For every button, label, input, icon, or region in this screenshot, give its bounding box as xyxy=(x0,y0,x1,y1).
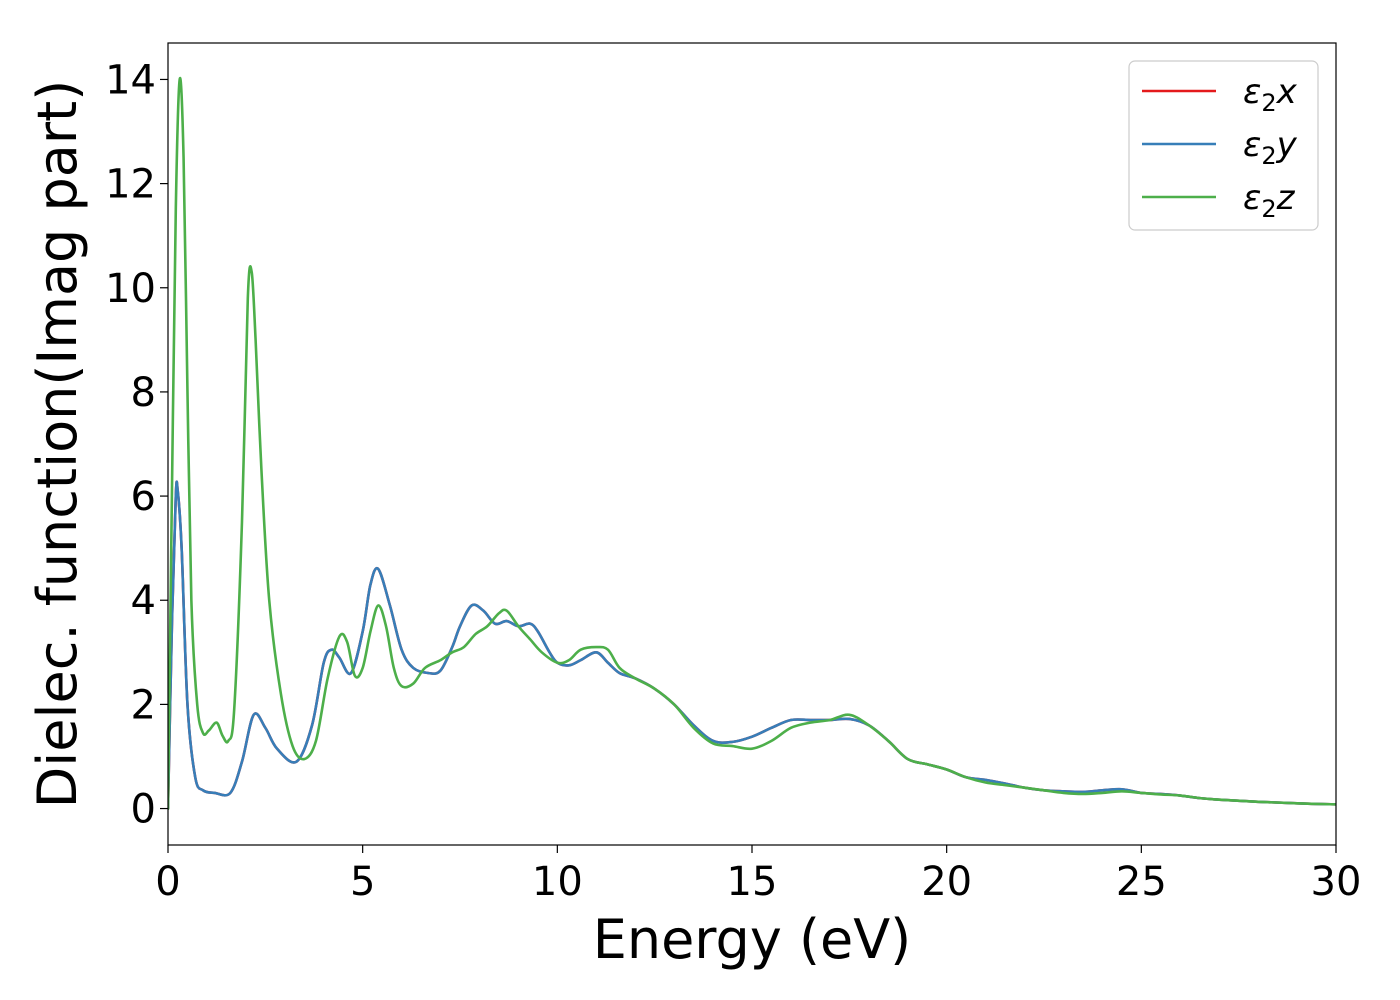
y-tick-label: 8 xyxy=(131,370,156,416)
x-tick-label: 25 xyxy=(1116,859,1167,905)
y-tick-label: 12 xyxy=(105,162,156,208)
x-tick-label: 5 xyxy=(350,859,375,905)
legend-label-y: ε2y xyxy=(1243,125,1298,170)
y-tick-label: 2 xyxy=(131,682,156,728)
legend-entries: ε2x ε2y ε2z xyxy=(1142,72,1298,223)
x-tick-label: 15 xyxy=(727,859,778,905)
y-axis-title: Dielec. function(Imag part) xyxy=(26,80,89,809)
y-tick-label: 0 xyxy=(131,787,156,833)
legend: ε2x ε2y ε2z xyxy=(1128,60,1319,231)
series-layer xyxy=(168,76,1336,810)
x-axis-title: Energy (eV) xyxy=(593,908,912,971)
y-tick-label: 6 xyxy=(131,474,156,520)
legend-label-z: ε2z xyxy=(1243,178,1296,223)
y-tick-label: 4 xyxy=(131,578,156,624)
y-axis-ticks: 0 2 4 6 8 10 12 14 xyxy=(105,57,168,833)
x-tick-label: 0 xyxy=(155,859,180,905)
series-line-z xyxy=(168,76,1336,810)
legend-box xyxy=(1128,60,1319,231)
y-tick-label: 10 xyxy=(105,266,156,312)
x-tick-label: 10 xyxy=(532,859,583,905)
x-tick-label: 30 xyxy=(1311,859,1362,905)
x-axis-ticks: 0 5 10 15 20 25 30 xyxy=(155,845,1361,905)
legend-label-x: ε2x xyxy=(1243,72,1298,117)
x-tick-label: 20 xyxy=(921,859,972,905)
y-tick-label: 14 xyxy=(105,57,156,103)
